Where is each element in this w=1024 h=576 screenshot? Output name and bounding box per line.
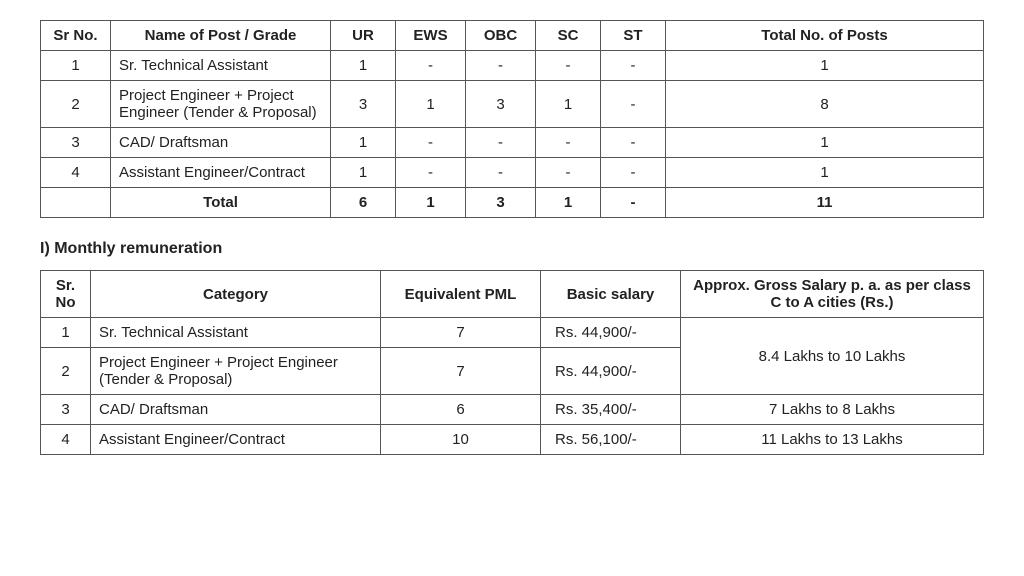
cell-gross-merged: 8.4 Lakhs to 10 Lakhs [681, 318, 984, 395]
col-ews: EWS [396, 21, 466, 51]
cell-pml: 7 [381, 318, 541, 348]
cell-sr: 3 [41, 395, 91, 425]
cell-total: 8 [666, 81, 984, 128]
cell-obc: - [466, 158, 536, 188]
col-category: Category [91, 271, 381, 318]
cell-obc: 3 [466, 81, 536, 128]
cell-category: CAD/ Draftsman [91, 395, 381, 425]
cell-sc: - [536, 51, 601, 81]
cell-pml: 7 [381, 348, 541, 395]
col-pml: Equivalent PML [381, 271, 541, 318]
col-gross: Approx. Gross Salary p. a. as per class … [681, 271, 984, 318]
cell-basic: Rs. 56,100/- [541, 425, 681, 455]
cell-obc: 3 [466, 188, 536, 218]
cell-name: Assistant Engineer/Contract [111, 158, 331, 188]
cell-total: 11 [666, 188, 984, 218]
cell-sr: 4 [41, 158, 111, 188]
col-sr-no: Sr. No [41, 271, 91, 318]
cell-st: - [601, 128, 666, 158]
cell-basic: Rs. 44,900/- [541, 318, 681, 348]
cell-obc: - [466, 128, 536, 158]
cell-name: Sr. Technical Assistant [111, 51, 331, 81]
cell-basic: Rs. 35,400/- [541, 395, 681, 425]
cell-ews: 1 [396, 81, 466, 128]
cell-st: - [601, 51, 666, 81]
remuneration-table: Sr. No Category Equivalent PML Basic sal… [40, 270, 984, 455]
col-post-name: Name of Post / Grade [111, 21, 331, 51]
cell-total: 1 [666, 51, 984, 81]
cell-total: 1 [666, 128, 984, 158]
cell-total-label: Total [111, 188, 331, 218]
cell-pml: 10 [381, 425, 541, 455]
cell-ur: 3 [331, 81, 396, 128]
col-ur: UR [331, 21, 396, 51]
section-title-remuneration: I) Monthly remuneration [40, 240, 984, 258]
col-basic-salary: Basic salary [541, 271, 681, 318]
cell-st: - [601, 81, 666, 128]
cell-ur: 1 [331, 158, 396, 188]
cell-ews: - [396, 51, 466, 81]
cell-ews: - [396, 128, 466, 158]
cell-sr: 1 [41, 51, 111, 81]
table-row: 4 Assistant Engineer/Contract 1 - - - - … [41, 158, 984, 188]
posts-total-row: Total 6 1 3 1 - 11 [41, 188, 984, 218]
table-row: 3 CAD/ Draftsman 6 Rs. 35,400/- 7 Lakhs … [41, 395, 984, 425]
table-row: 2 Project Engineer + Project Engineer (T… [41, 81, 984, 128]
cell-sc: - [536, 158, 601, 188]
cell-gross: 7 Lakhs to 8 Lakhs [681, 395, 984, 425]
table-row: 1 Sr. Technical Assistant 1 - - - - 1 [41, 51, 984, 81]
col-sc: SC [536, 21, 601, 51]
col-st: ST [601, 21, 666, 51]
cell-pml: 6 [381, 395, 541, 425]
remuneration-header-row: Sr. No Category Equivalent PML Basic sal… [41, 271, 984, 318]
cell-category: Sr. Technical Assistant [91, 318, 381, 348]
table-row: 3 CAD/ Draftsman 1 - - - - 1 [41, 128, 984, 158]
cell-obc: - [466, 51, 536, 81]
cell-ur: 6 [331, 188, 396, 218]
posts-table: Sr No. Name of Post / Grade UR EWS OBC S… [40, 20, 984, 218]
cell-sr: 1 [41, 318, 91, 348]
cell-category: Project Engineer + Project Engineer (Ten… [91, 348, 381, 395]
remuneration-body: 1 Sr. Technical Assistant 7 Rs. 44,900/-… [41, 318, 984, 455]
table-row: 4 Assistant Engineer/Contract 10 Rs. 56,… [41, 425, 984, 455]
cell-name: CAD/ Draftsman [111, 128, 331, 158]
cell-ews: - [396, 158, 466, 188]
cell-st: - [601, 158, 666, 188]
cell-name: Project Engineer + Project Engineer (Ten… [111, 81, 331, 128]
cell-sr: 3 [41, 128, 111, 158]
cell-ur: 1 [331, 128, 396, 158]
col-obc: OBC [466, 21, 536, 51]
cell-basic: Rs. 44,900/- [541, 348, 681, 395]
table-row: 1 Sr. Technical Assistant 7 Rs. 44,900/-… [41, 318, 984, 348]
cell-sr: 2 [41, 348, 91, 395]
cell-sc: 1 [536, 188, 601, 218]
col-sr-no: Sr No. [41, 21, 111, 51]
cell-gross: 11 Lakhs to 13 Lakhs [681, 425, 984, 455]
cell-sr: 4 [41, 425, 91, 455]
posts-header-row: Sr No. Name of Post / Grade UR EWS OBC S… [41, 21, 984, 51]
cell-sr-blank [41, 188, 111, 218]
col-total: Total No. of Posts [666, 21, 984, 51]
cell-category: Assistant Engineer/Contract [91, 425, 381, 455]
cell-sr: 2 [41, 81, 111, 128]
cell-ur: 1 [331, 51, 396, 81]
cell-sc: 1 [536, 81, 601, 128]
cell-sc: - [536, 128, 601, 158]
cell-total: 1 [666, 158, 984, 188]
posts-body: 1 Sr. Technical Assistant 1 - - - - 1 2 … [41, 51, 984, 218]
cell-ews: 1 [396, 188, 466, 218]
cell-st: - [601, 188, 666, 218]
